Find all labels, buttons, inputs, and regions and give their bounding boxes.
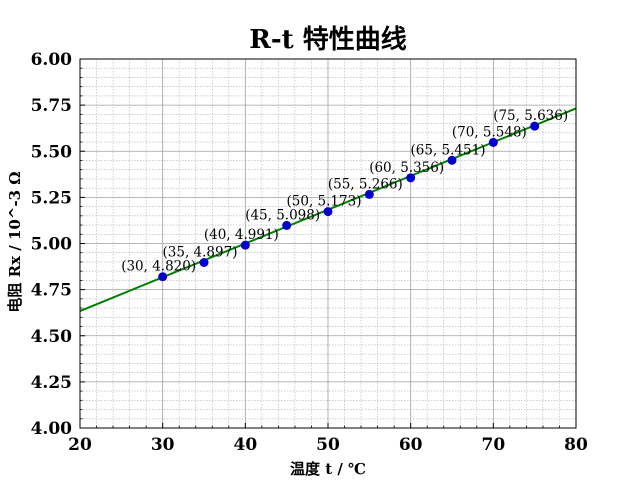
data-point-labels: (30, 4.820)(35, 4.897) (40, 4.991) (45, 5.… [121,108,568,275]
data-point-label: (35, 4.897) [163,245,238,261]
data-point-label: (45, 5.098) [245,207,320,223]
y-tick-label: 5.75 [31,96,72,116]
data-point [447,155,457,165]
data-point-label: (40, 4.991) [204,227,279,243]
data-point [488,137,498,147]
chart-title: R-t 特性曲线 [249,24,406,55]
data-point-label: (65, 5.451) [411,142,486,158]
x-tick-label: 40 [233,435,257,455]
x-tick-label: 50 [316,435,340,455]
data-point [282,220,292,230]
data-point-label: (60, 5.356) [369,160,444,176]
y-tick-label: 4.75 [31,281,72,301]
x-tick-label: 80 [564,435,588,455]
y-tick-labels: 4.00 4.25 4.50 4.75 5.00 5.25 5.50 5.75 6.00 [31,50,73,439]
y-tick-label: 5.25 [31,188,72,208]
y-axis-label: 电阻 Rx / 10^-3 Ω [6,171,24,312]
y-tick-label: 4.50 [31,327,73,347]
x-tick-label: 20 [68,435,92,455]
y-tick-label: 5.50 [31,142,73,162]
data-point [199,258,209,268]
y-tick-label: 4.25 [31,373,72,393]
data-point-label: (70, 5.548) [452,124,527,140]
x-tick-label: 30 [151,435,175,455]
axis-ticks [79,58,577,429]
y-tick-label: 6.00 [31,50,73,70]
data-point [364,189,374,199]
y-tick-label: 5.00 [31,235,73,255]
x-tick-labels: 20 30 40 50 60 70 80 [68,435,588,455]
data-point-label: (30, 4.820) [121,259,196,275]
x-tick-label: 60 [399,435,423,455]
data-point-label: (75, 5.636) [493,108,568,124]
data-point [158,272,168,282]
data-point [530,121,540,131]
data-point [323,207,333,217]
x-tick-label: 70 [481,435,505,455]
data-point-label: (55, 5.266) [328,176,403,192]
data-point [406,173,416,183]
x-axis-label: 温度 t / ℃ [290,460,366,478]
data-point [240,240,250,250]
data-point-label: (50, 5.173) [287,194,362,210]
y-tick-label: 4.00 [31,419,73,439]
data-points [158,121,540,282]
major-grid [80,59,576,428]
